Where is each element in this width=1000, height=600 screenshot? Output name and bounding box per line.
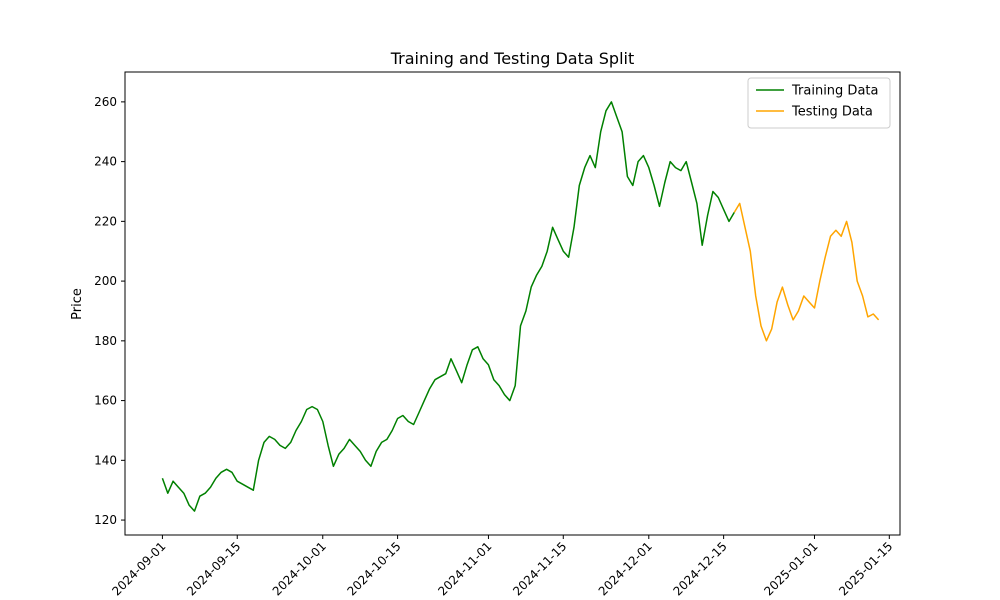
y-axis-ticks: 120 140 160 180 200 220 240 260 [94,95,125,527]
y-tick-label: 200 [94,274,117,288]
legend-label-1: Testing Data [791,105,873,120]
y-tick-label: 160 [94,394,117,408]
plot-frame [124,71,901,536]
y-axis-label: Price [70,288,85,320]
y-tick-label: 220 [94,214,117,228]
y-tick-label: 180 [94,334,117,348]
series-line-1 [733,202,880,342]
y-tick-label: 240 [94,155,117,169]
y-tick-label: 120 [94,513,117,527]
legend: Training Data Testing Data [747,77,891,129]
y-tick-label: 260 [94,95,117,109]
chart-title: Training and Testing Data Split [390,49,635,68]
series-line-0 [161,101,735,512]
series-layer [161,101,880,512]
y-tick-label: 140 [94,453,117,467]
legend-label-0: Training Data [791,84,878,99]
